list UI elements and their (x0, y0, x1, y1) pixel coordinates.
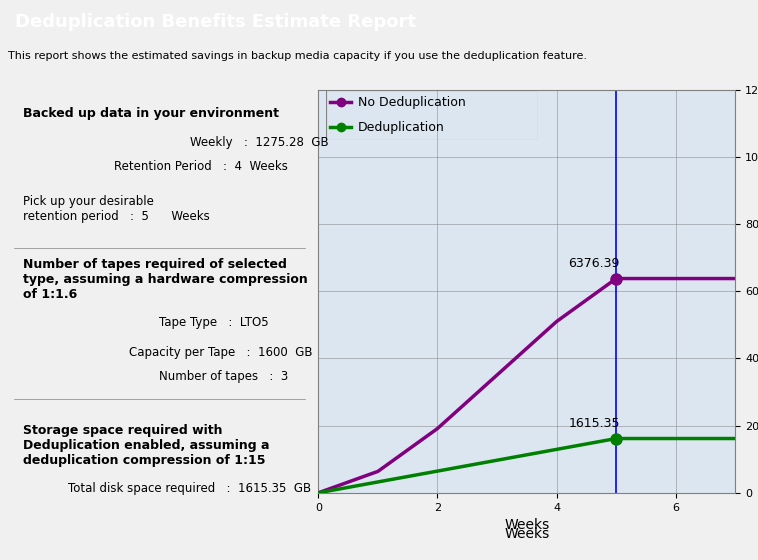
Text: Storage space required with
Deduplication enabled, assuming a
deduplication comp: Storage space required with Deduplicatio… (23, 423, 269, 466)
Text: Pick up your desirable
retention period   :  5      Weeks: Pick up your desirable retention period … (23, 195, 209, 223)
Text: Deduplication Benefits Estimate Report: Deduplication Benefits Estimate Report (15, 12, 416, 31)
Text: Capacity per Tape   :  1600  GB: Capacity per Tape : 1600 GB (129, 346, 312, 358)
Text: Tape Type   :  LTO5: Tape Type : LTO5 (159, 316, 269, 329)
Text: Number of tapes   :  3: Number of tapes : 3 (159, 370, 289, 383)
Text: Total disk space required   :  1615.35  GB: Total disk space required : 1615.35 GB (68, 482, 312, 495)
Text: This report shows the estimated savings in backup media capacity if you use the : This report shows the estimated savings … (8, 51, 587, 61)
Text: 1615.35: 1615.35 (568, 417, 620, 430)
Text: 6376.39: 6376.39 (568, 257, 620, 270)
Text: Backed up data in your environment: Backed up data in your environment (23, 107, 279, 120)
Text: Weeks: Weeks (504, 526, 550, 540)
Text: Number of tapes required of selected
type, assuming a hardware compression
of 1:: Number of tapes required of selected typ… (23, 258, 308, 301)
Text: No Deduplication: No Deduplication (358, 96, 465, 109)
Text: Weekly   :  1275.28  GB: Weekly : 1275.28 GB (190, 136, 328, 149)
X-axis label: Weeks: Weeks (504, 518, 550, 532)
Text: Retention Period   :  4  Weeks: Retention Period : 4 Weeks (114, 161, 287, 174)
Text: Deduplication: Deduplication (358, 121, 444, 134)
